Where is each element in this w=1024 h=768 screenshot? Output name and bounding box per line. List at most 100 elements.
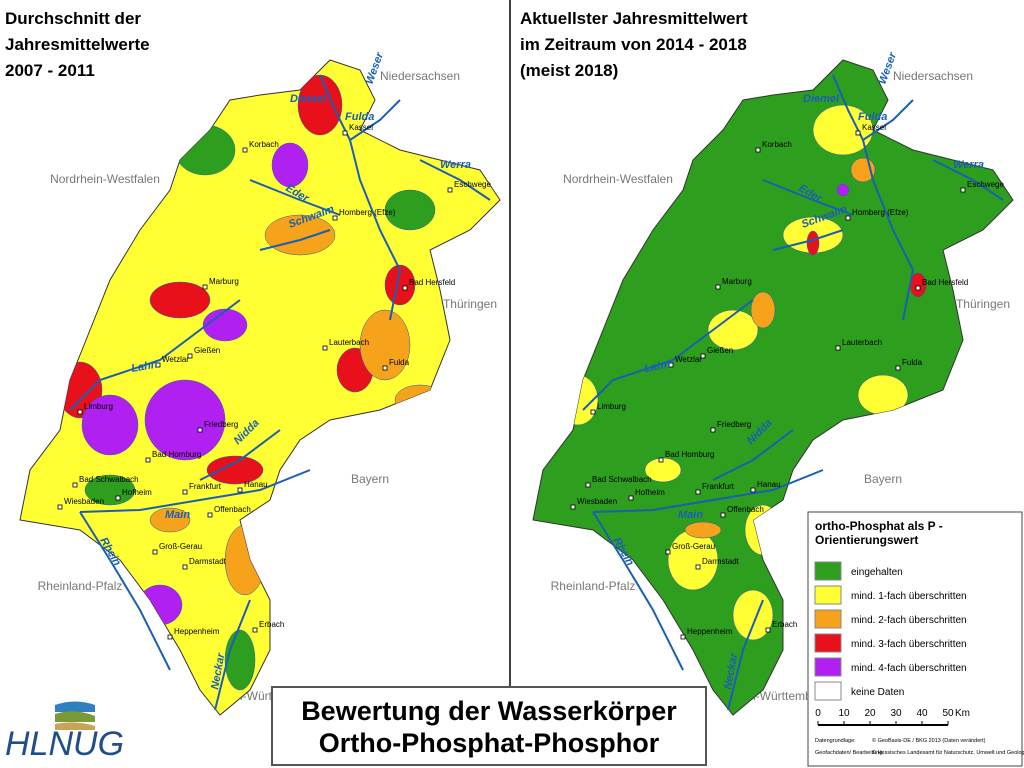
river-label: Main bbox=[165, 509, 190, 521]
water-body bbox=[750, 291, 776, 329]
scale-label: 0 bbox=[815, 708, 821, 719]
city-label: Darmstadt bbox=[702, 557, 740, 566]
map-title-line: (meist 2018) bbox=[520, 61, 618, 80]
city-label: Homberg (Efze) bbox=[339, 208, 396, 217]
river bbox=[762, 179, 854, 216]
city-marker bbox=[382, 365, 388, 371]
water-body bbox=[224, 524, 266, 596]
city-marker bbox=[72, 482, 78, 488]
water-body bbox=[297, 74, 343, 136]
city-marker bbox=[207, 512, 213, 518]
scale-label: 30 bbox=[890, 708, 902, 719]
water-body bbox=[174, 124, 236, 176]
neighbor-label: Bayern bbox=[351, 472, 389, 486]
water-body bbox=[149, 281, 211, 319]
river-label: Diemel bbox=[290, 93, 327, 105]
city-label: Offenbach bbox=[214, 505, 251, 514]
water-body bbox=[684, 521, 722, 539]
legend-swatch bbox=[814, 585, 842, 605]
water-body bbox=[81, 394, 139, 456]
city-label: Erbach bbox=[772, 620, 797, 629]
city-label: Offenbach bbox=[727, 505, 764, 514]
neighbor-label: Thüringen bbox=[956, 297, 1010, 311]
map-left: Niedersachsen Nordrhein-Westfalen Thüringe… bbox=[19, 50, 501, 716]
city-label: Marburg bbox=[722, 277, 752, 286]
city-marker bbox=[242, 147, 248, 153]
city-label: Bad Hersfeld bbox=[409, 278, 455, 287]
city-marker bbox=[700, 353, 706, 359]
city-marker bbox=[570, 504, 576, 510]
city-marker bbox=[750, 487, 756, 493]
map-title-line: 2007 - 2011 bbox=[5, 61, 95, 80]
legend-swatch bbox=[814, 681, 842, 701]
river-label: Lahn bbox=[643, 359, 671, 375]
city-marker bbox=[915, 285, 921, 291]
water-body bbox=[836, 183, 850, 197]
legend-swatch bbox=[814, 609, 842, 629]
city-label: Marburg bbox=[209, 277, 239, 286]
scale-label: 20 bbox=[864, 708, 876, 719]
map-title-line: Durchschnitt der bbox=[5, 9, 141, 28]
city-marker bbox=[77, 409, 83, 415]
city-label: Lauterbach bbox=[842, 338, 882, 347]
river bbox=[349, 139, 402, 321]
scale-label: 40 bbox=[916, 708, 928, 719]
main-title-line: Ortho-Phosphat-Phosphor bbox=[319, 728, 660, 758]
city-label: Friedberg bbox=[204, 420, 238, 429]
credit-label: Geofachdaten/ Bearbeitung: bbox=[815, 750, 884, 756]
water-body bbox=[707, 309, 759, 351]
legend-title: ortho-Phosphat als P - bbox=[815, 519, 943, 533]
city-marker bbox=[658, 457, 664, 463]
river-label: Fulda bbox=[345, 111, 374, 123]
legend-label: mind. 3-fach überschritten bbox=[851, 639, 967, 650]
city-label: Wetzlar bbox=[162, 355, 189, 364]
city-label: Bad Schwalbach bbox=[79, 475, 139, 484]
legend-label: mind. 1-fach überschritten bbox=[851, 591, 967, 602]
city-label: Bad Hersfeld bbox=[922, 278, 968, 287]
river bbox=[712, 429, 794, 481]
city-label: Hanau bbox=[244, 480, 268, 489]
river-label: Lahn bbox=[130, 359, 158, 375]
water-body bbox=[732, 589, 774, 641]
neighbor-label: Bayern bbox=[864, 472, 902, 486]
water-body bbox=[394, 384, 446, 416]
city-marker bbox=[720, 512, 726, 518]
river bbox=[259, 229, 331, 251]
city-label: Friedberg bbox=[717, 420, 751, 429]
city-label: Groß-Gerau bbox=[672, 542, 715, 551]
city-marker bbox=[155, 362, 161, 368]
city-marker bbox=[960, 187, 966, 193]
river bbox=[592, 511, 684, 671]
city-label: Heppenheim bbox=[174, 627, 220, 636]
river bbox=[772, 229, 844, 251]
map-right: Niedersachsen Nordrhein-Westfalen Thüringe… bbox=[532, 50, 1014, 716]
city-label: Hofheim bbox=[122, 488, 152, 497]
city-label: Homberg (Efze) bbox=[852, 208, 909, 217]
city-marker bbox=[590, 409, 596, 415]
water-body bbox=[857, 374, 909, 416]
city-label: Eschwege bbox=[454, 180, 491, 189]
legend-swatch bbox=[814, 561, 842, 581]
city-label: Wiesbaden bbox=[64, 497, 104, 506]
city-label: Wiesbaden bbox=[577, 497, 617, 506]
city-marker bbox=[332, 215, 338, 221]
river bbox=[932, 159, 1004, 201]
city-label: Limburg bbox=[597, 402, 626, 411]
scale-unit: Km bbox=[955, 708, 970, 719]
water-body bbox=[224, 629, 256, 691]
city-marker bbox=[845, 215, 851, 221]
river bbox=[79, 511, 171, 671]
city-label: Bad Schwalbach bbox=[592, 475, 652, 484]
city-marker bbox=[202, 284, 208, 290]
river bbox=[69, 299, 241, 411]
city-label: Eschwege bbox=[967, 180, 1004, 189]
city-marker bbox=[715, 284, 721, 290]
city-label: Kassel bbox=[349, 123, 373, 132]
water-body bbox=[206, 455, 264, 485]
city-marker bbox=[835, 345, 841, 351]
city-marker bbox=[182, 564, 188, 570]
city-marker bbox=[765, 627, 771, 633]
city-marker bbox=[252, 627, 258, 633]
city-label: Hofheim bbox=[635, 488, 665, 497]
